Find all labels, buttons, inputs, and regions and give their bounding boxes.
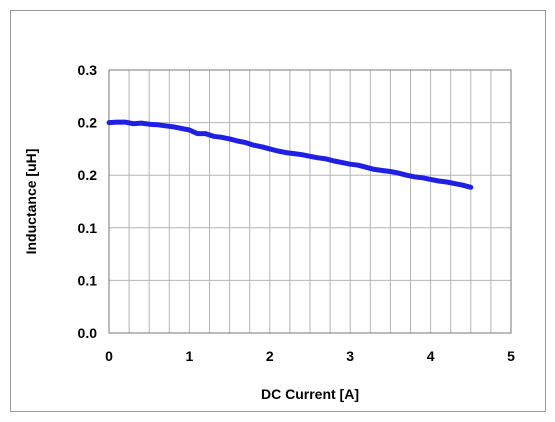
grid-lines — [109, 70, 511, 333]
y-tick-label: 0.3 — [78, 62, 98, 78]
x-tick-label: 3 — [346, 348, 354, 364]
y-tick-label: 0.2 — [78, 115, 98, 131]
inductance-curve — [106, 119, 474, 190]
y-tick-label: 0.2 — [78, 167, 98, 183]
tick-labels: 0 1 2 3 4 5 0.0 0.1 0.1 0.2 0.2 0.3 — [78, 62, 516, 364]
chart-frame — [10, 10, 546, 412]
x-tick-label: 2 — [266, 348, 274, 364]
x-tick-label: 5 — [507, 348, 515, 364]
x-tick-label: 0 — [105, 348, 113, 364]
plot-area — [108, 69, 512, 334]
y-tick-label: 0.1 — [78, 220, 98, 236]
y-tick-label: 0.1 — [78, 272, 98, 288]
y-axis-label: Inductance [uH] — [23, 149, 39, 255]
x-axis-label: DC Current [A] — [261, 386, 359, 402]
y-tick-label: 0.0 — [78, 325, 98, 341]
x-tick-label: 4 — [427, 348, 435, 364]
x-tick-label: 1 — [186, 348, 194, 364]
